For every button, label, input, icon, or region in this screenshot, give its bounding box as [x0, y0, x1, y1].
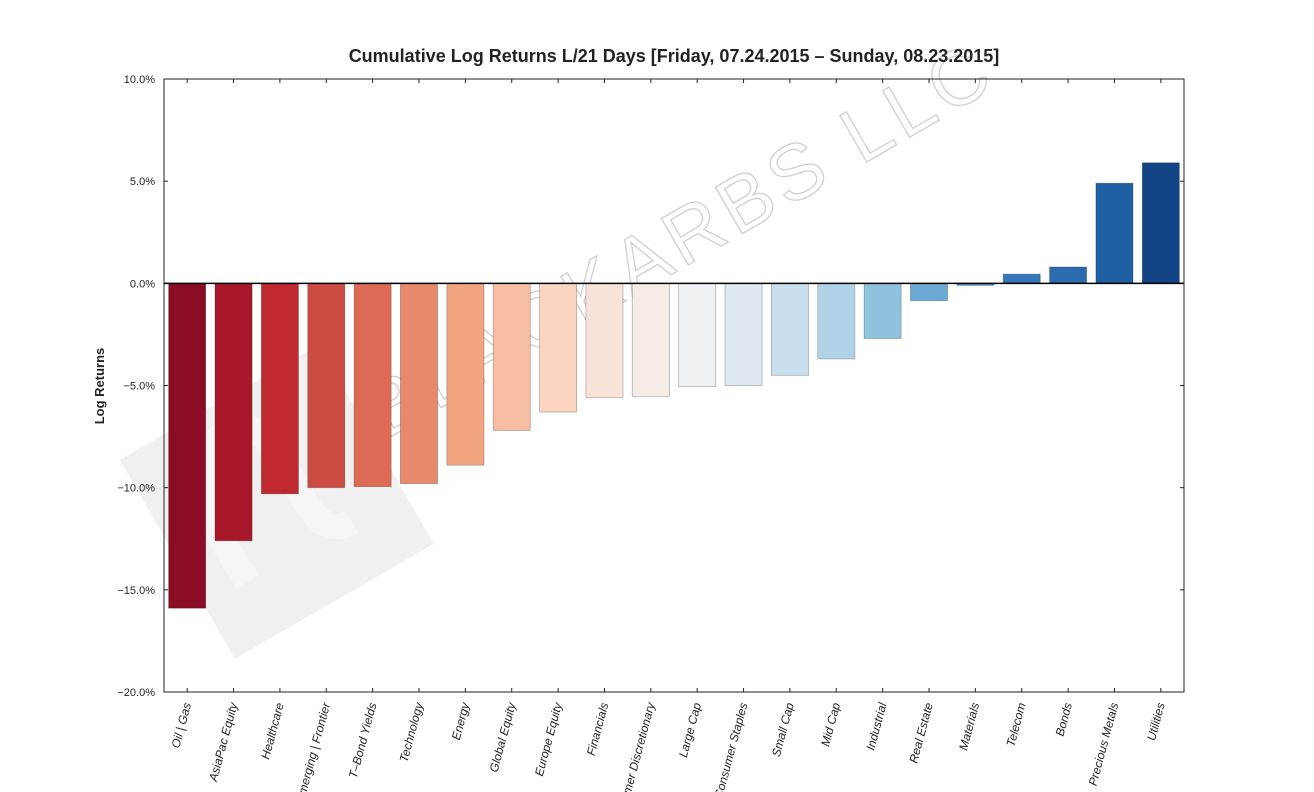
y-tick-label: 0.0%	[130, 278, 155, 290]
x-tick-label: Consumer Discretionary	[611, 700, 658, 792]
bar-15	[863, 282, 902, 339]
x-tick-label: Global Equity	[487, 700, 519, 774]
bar-12	[724, 282, 763, 386]
bar-0	[168, 282, 207, 609]
x-tick-label: Bonds	[1053, 701, 1075, 737]
y-axis: 10.0% 5.0% 0.0% −5.0% −10.0% −15.0% −20.0%	[117, 74, 1184, 699]
x-tick-label: Utilities	[1144, 701, 1168, 742]
x-tick-label: Large Cap	[676, 701, 704, 759]
bar-18	[1002, 273, 1041, 284]
x-tick-label: Telecom	[1003, 701, 1028, 748]
y-axis-label: Log Returns	[92, 348, 107, 425]
bar-9	[585, 282, 624, 399]
y-tick-label: −5.0%	[124, 381, 156, 393]
x-tick-label: Industrial	[863, 701, 889, 752]
bar-13	[770, 282, 809, 376]
bar-2	[260, 282, 299, 495]
x-tick-label: Materials	[956, 701, 982, 752]
bar-8	[539, 282, 578, 413]
bar-5	[400, 282, 438, 484]
bar-20	[1095, 182, 1134, 284]
y-tick-label: −20.0%	[117, 687, 155, 699]
chart-title: Cumulative Log Returns L/21 Days [Friday…	[349, 46, 1000, 66]
bar-6	[446, 282, 485, 466]
bar-19	[1049, 266, 1088, 284]
bar-16	[910, 282, 948, 302]
x-tick-label: AsiaPac Equity	[206, 700, 241, 784]
bar-1	[214, 282, 253, 542]
x-tick-label: Healthcare	[258, 701, 287, 761]
bar-14	[817, 282, 856, 360]
bars	[168, 162, 1180, 609]
x-tick-label: Emerging | Frontier	[293, 700, 333, 792]
x-tick-label: Real Estate	[906, 701, 936, 765]
y-tick-label: −10.0%	[117, 483, 155, 495]
x-tick-label: Mid Cap	[818, 701, 843, 748]
y-tick-label: 5.0%	[130, 176, 155, 188]
y-tick-label: 10.0%	[124, 74, 155, 86]
x-tick-label: Europe Equity	[532, 700, 565, 777]
bar-4	[353, 282, 392, 488]
x-tick-label: Financials	[584, 701, 612, 757]
x-tick-label: Oil | Gas	[169, 701, 195, 750]
x-tick-label: Energy	[449, 700, 473, 741]
bar-10	[631, 282, 670, 398]
bar-11	[678, 282, 717, 387]
y-tick-label: −15.0%	[117, 585, 155, 597]
x-tick-label: Consumer Staples	[711, 701, 750, 792]
x-tick-label: Small Cap	[769, 701, 797, 758]
x-tick-label: Technology	[397, 700, 427, 763]
x-tick-label: T–Bond Yields	[346, 701, 380, 780]
x-tick-label: Precious Metals	[1086, 701, 1122, 787]
bar-7	[492, 282, 531, 431]
bar-3	[307, 282, 346, 489]
bar-21	[1141, 162, 1180, 284]
